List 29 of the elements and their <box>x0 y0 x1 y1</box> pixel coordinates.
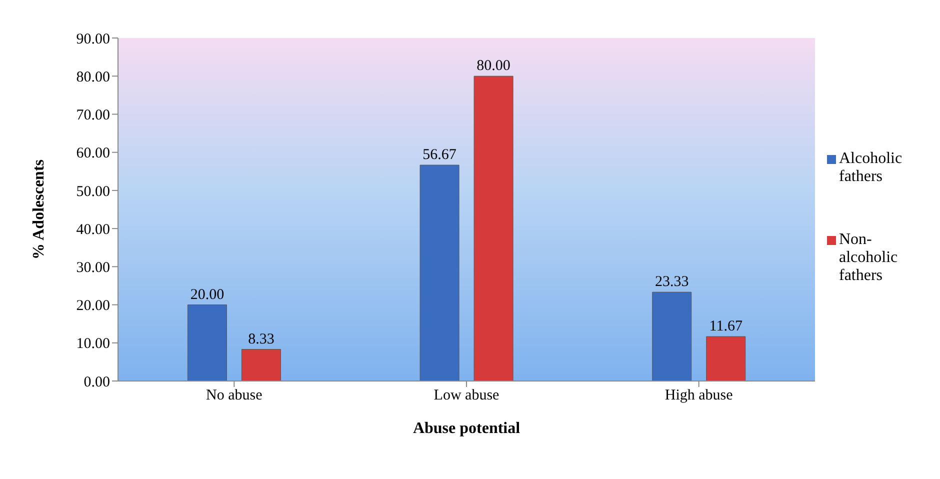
bar <box>706 336 746 381</box>
y-tick-label: 20.00 <box>76 298 110 314</box>
y-tick-label: 70.00 <box>76 108 110 124</box>
bar <box>652 292 692 381</box>
bar <box>474 76 514 381</box>
x-tick-label: Low abuse <box>434 388 500 404</box>
data-label: 80.00 <box>476 58 510 74</box>
x-axis-title: Abuse potential <box>412 420 521 437</box>
y-tick-label: 90.00 <box>76 31 110 48</box>
y-tick-label: 0.00 <box>84 374 110 390</box>
y-tick-label: 50.00 <box>76 184 110 200</box>
x-tick-label: No abuse <box>206 388 263 404</box>
y-axis-title: % Adolescents <box>30 160 48 260</box>
data-label: 56.67 <box>422 147 457 164</box>
y-tick-label: 10.00 <box>76 336 110 352</box>
x-tick-label: High abuse <box>664 388 734 404</box>
text: Alcoholic fathers <box>839 150 904 186</box>
legend-label: Non-alcoholic fathers <box>839 230 899 284</box>
y-tick-label: 60.00 <box>76 146 110 162</box>
data-label: 20.00 <box>190 286 224 303</box>
bar <box>241 349 281 381</box>
data-label: 23.33 <box>654 274 689 290</box>
data-label: 11.67 <box>709 318 743 335</box>
bar <box>420 164 460 381</box>
y-tick-label: 30.00 <box>76 260 110 276</box>
y-tick-label: 40.00 <box>76 222 110 238</box>
bar <box>187 304 227 381</box>
y-tick-label: 80.00 <box>76 69 110 86</box>
data-label: 8.33 <box>248 331 274 348</box>
